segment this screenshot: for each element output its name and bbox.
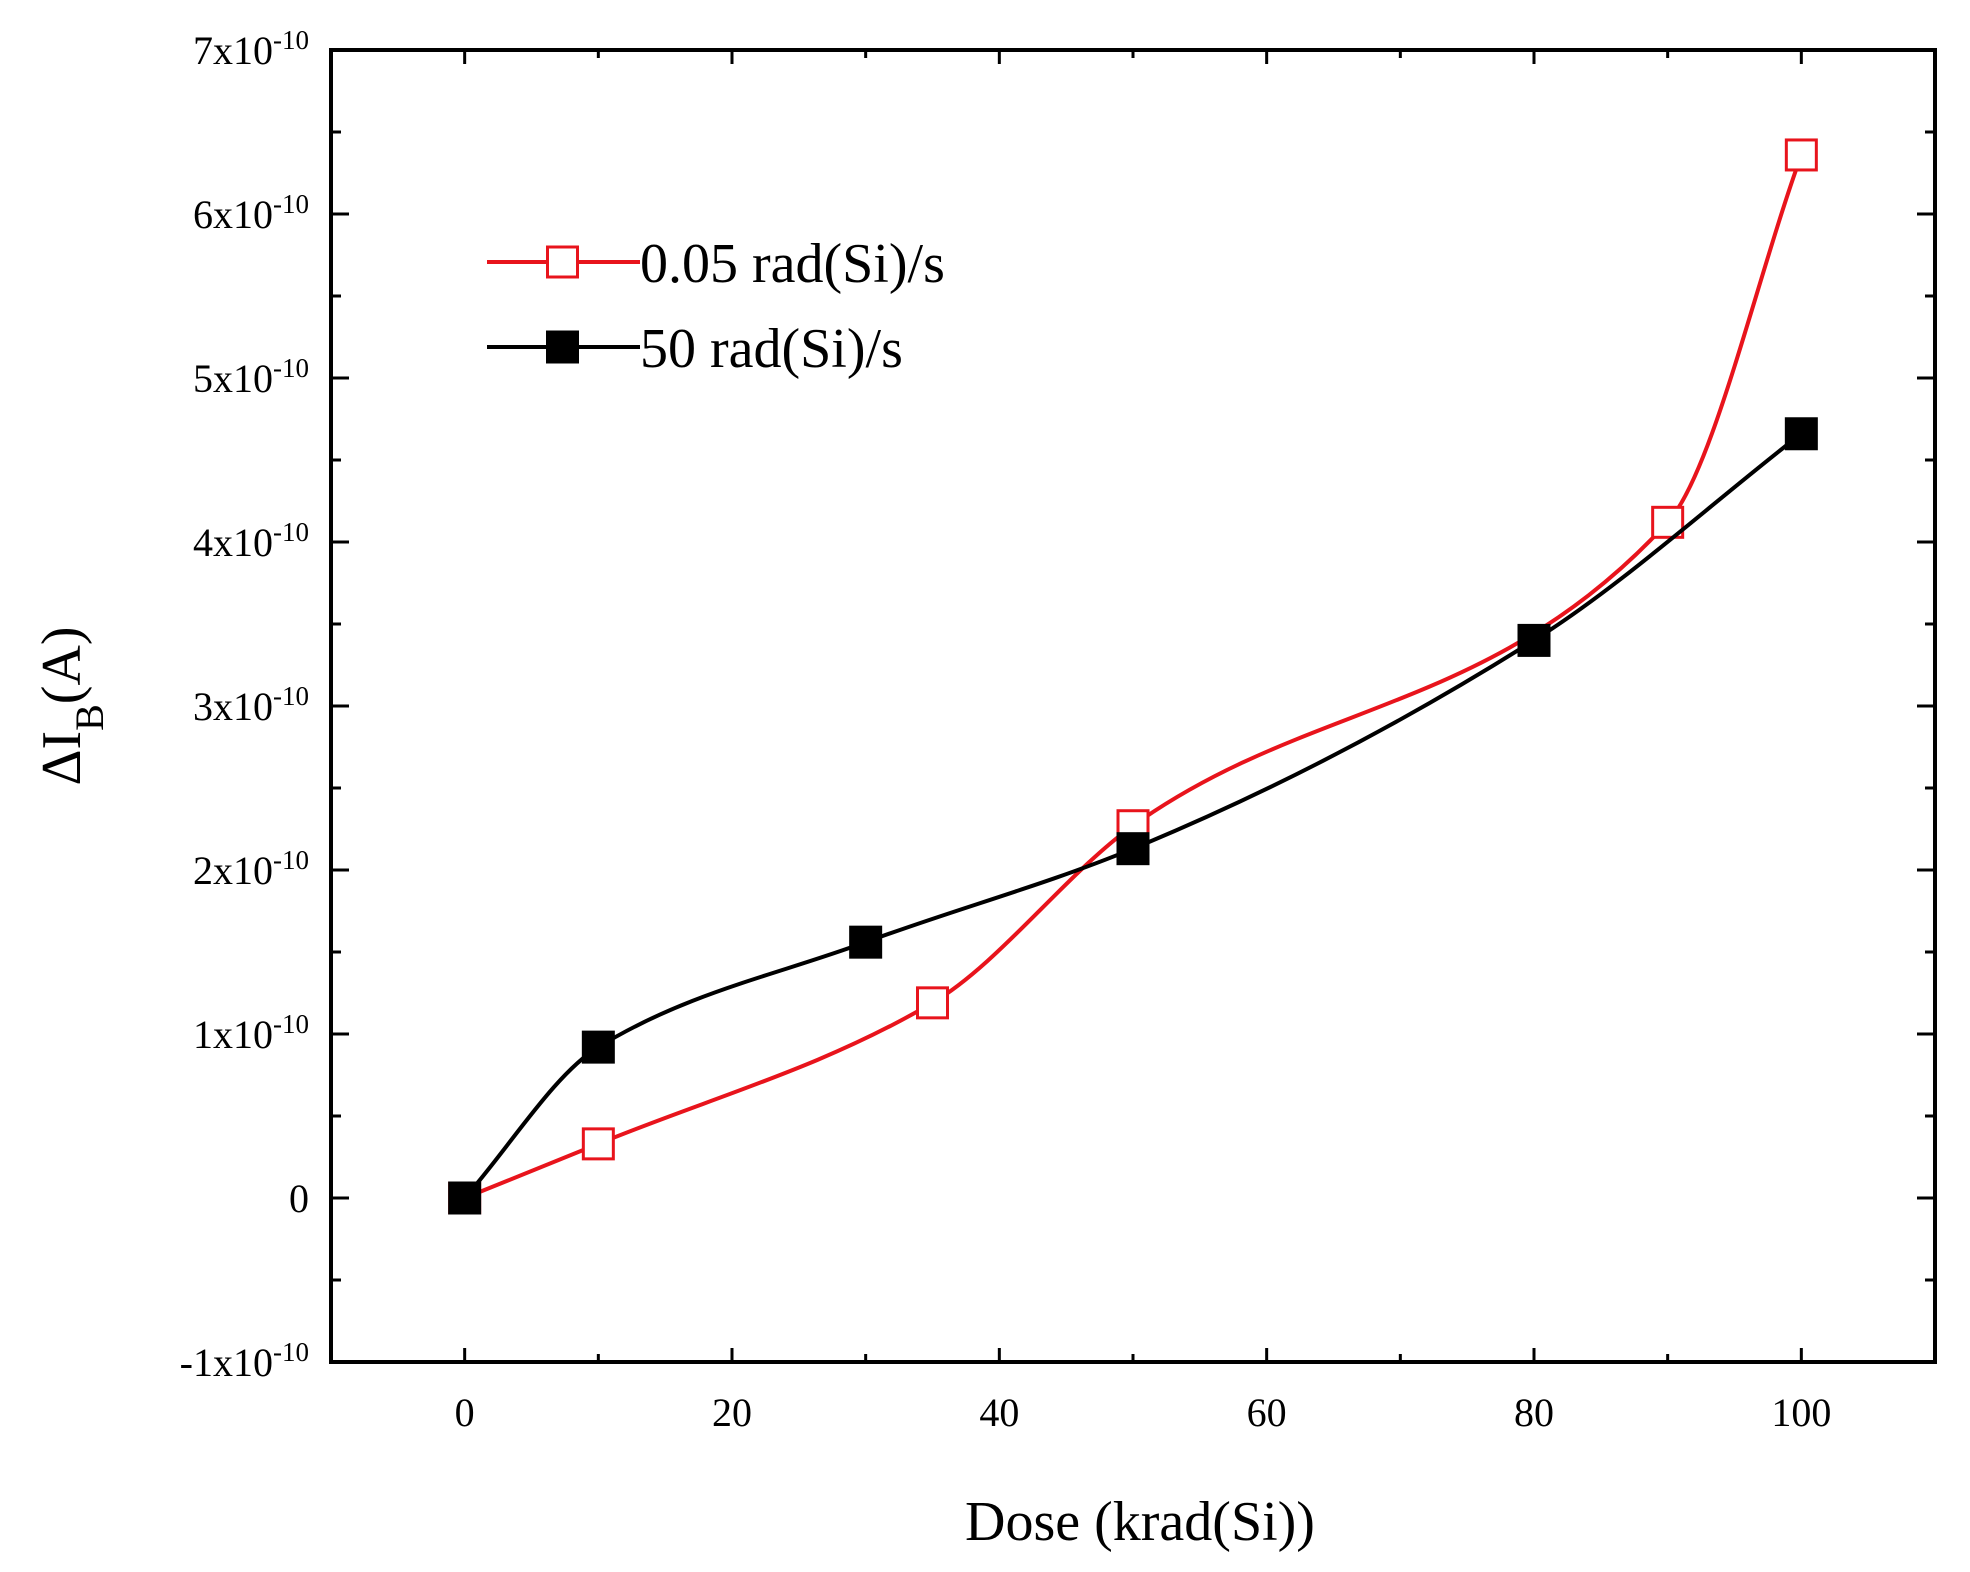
legend: 0.05 rad(Si)/s 50 rad(Si)/s — [487, 233, 945, 380]
data-point — [916, 986, 949, 1020]
legend-label: 0.05 rad(Si)/s — [640, 233, 945, 295]
y-tick-label: 4x10-10 — [193, 517, 309, 565]
y-tick-label: 6x10-10 — [193, 189, 309, 237]
series-1 — [448, 138, 1818, 1215]
y-axis-title-prefix: ΔI — [31, 731, 93, 786]
x-tick-label: 80 — [1514, 1390, 1554, 1435]
data-point — [448, 1181, 482, 1215]
series-2 — [448, 417, 1818, 1215]
legend-marker — [546, 245, 579, 279]
x-axis-title: Dose (krad(Si)) — [965, 1491, 1315, 1553]
y-tick-label: 2x10-10 — [193, 845, 309, 893]
x-axis: 0 20 40 60 80 100 — [455, 50, 1831, 1435]
data-point — [1784, 417, 1818, 451]
y-tick-label: 0 — [289, 1176, 309, 1221]
legend-label: 50 rad(Si)/s — [640, 318, 903, 380]
data-point — [581, 1030, 615, 1064]
y-tick-label: 3x10-10 — [193, 681, 309, 729]
data-point — [1784, 138, 1818, 172]
y-axis-title-subscript: B — [67, 704, 112, 731]
y-axis-title-suffix: (A) — [31, 626, 93, 704]
data-point — [849, 925, 883, 959]
data-point — [1517, 623, 1551, 657]
series-layer — [448, 138, 1818, 1215]
y-tick-label: 1x10-10 — [193, 1009, 309, 1057]
y-tick-label: 5x10-10 — [193, 353, 309, 401]
data-point — [1116, 832, 1150, 866]
x-tick-label: 60 — [1247, 1390, 1287, 1435]
y-tick-label: 7x10-10 — [193, 25, 309, 73]
legend-marker — [546, 330, 579, 364]
x-tick-label: 40 — [979, 1390, 1019, 1435]
y-tick-label: -1x10-10 — [180, 1337, 309, 1385]
x-tick-label: 0 — [455, 1390, 475, 1435]
x-tick-label: 20 — [712, 1390, 752, 1435]
y-axis-title: ΔIB(A) — [31, 626, 112, 785]
data-point — [581, 1127, 615, 1161]
legend-item-2: 50 rad(Si)/s — [487, 318, 903, 380]
y-axis: -1x10-10 0 1x10-10 2x10-10 3x10-10 4x10-10 5x1… — [180, 25, 1935, 1385]
legend-item-1: 0.05 rad(Si)/s — [487, 233, 945, 295]
x-tick-label: 100 — [1771, 1390, 1831, 1435]
series-line — [463, 154, 1804, 1200]
